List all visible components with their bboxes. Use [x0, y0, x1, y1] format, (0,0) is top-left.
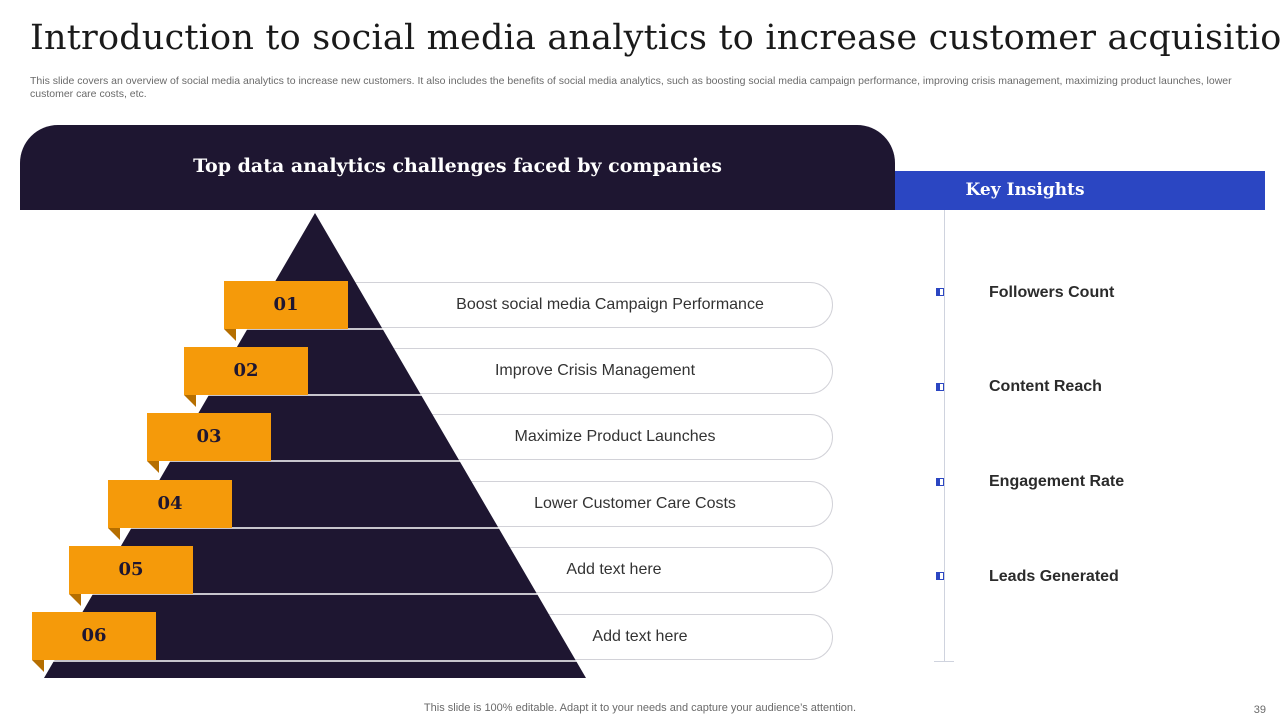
page-number: 39: [1253, 704, 1266, 716]
number-tab-fold: [224, 329, 236, 341]
challenges-heading: Top data analytics challenges faced by c…: [193, 155, 722, 177]
slide-title: Introduction to social media analytics t…: [30, 18, 1280, 58]
insight-marker-icon: [936, 288, 944, 296]
number-tab-5: 05: [69, 546, 193, 594]
challenge-text-1: Boost social media Campaign Performance: [456, 296, 764, 313]
insight-engagement-rate: Engagement Rate: [989, 473, 1125, 490]
challenge-text-4: Lower Customer Care Costs: [534, 495, 736, 512]
number-tab-fold: [147, 461, 159, 473]
number-tab-3: 03: [147, 413, 271, 461]
challenges-header-bg: [20, 125, 895, 210]
slide-subtitle: This slide covers an overview of social …: [30, 75, 1232, 100]
insight-leads-generated: Leads Generated: [989, 568, 1119, 585]
number-tab-4: 04: [108, 480, 232, 528]
insights-timeline-line: [944, 210, 945, 662]
key-insights-heading: Key Insights: [965, 180, 1085, 200]
insights-timeline-end: [934, 661, 954, 662]
challenge-text-5: Add text here: [566, 561, 662, 578]
number-tab-6: 06: [32, 612, 156, 660]
insight-followers-count: Followers Count: [989, 284, 1115, 301]
challenge-text-2: Improve Crisis Management: [494, 362, 696, 379]
number-tab-2: 02: [184, 347, 308, 395]
slide-footer: This slide is 100% editable. Adapt it to…: [423, 702, 857, 714]
number-tab-fold: [108, 528, 120, 540]
challenge-pill-1: [300, 282, 833, 328]
key-insights-header-bg: [895, 171, 1265, 210]
insight-marker-icon: [936, 383, 944, 391]
insight-marker-icon: [936, 478, 944, 486]
challenge-text-3: Maximize Product Launches: [514, 428, 716, 445]
number-tab-fold: [69, 594, 81, 606]
challenge-text-6: Add text here: [592, 628, 688, 645]
number-tab-fold: [32, 660, 44, 672]
insight-marker-icon: [936, 572, 944, 580]
number-tab-fold: [184, 395, 196, 407]
number-tab-1: 01: [224, 281, 348, 329]
insight-content-reach: Content Reach: [989, 378, 1102, 395]
